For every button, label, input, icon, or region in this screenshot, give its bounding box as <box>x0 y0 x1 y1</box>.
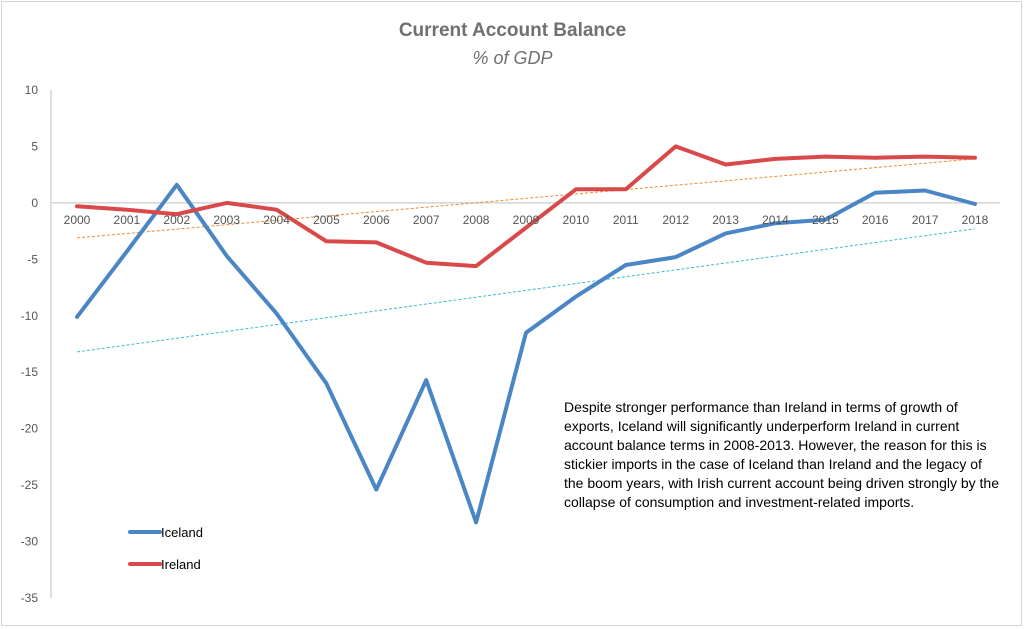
x-tick-label: 2015 <box>812 213 839 227</box>
axes: 10 5 0 -5 -10 -15 -20 -25 -30 -35 <box>21 83 1000 605</box>
x-tick-label: 2008 <box>463 213 490 227</box>
x-tick-label: 2002 <box>163 213 190 227</box>
x-tick-label: 2000 <box>64 213 91 227</box>
series-line-ireland <box>75 144 977 269</box>
annotation-text: Despite stronger performance than Irelan… <box>564 399 999 510</box>
series-line-iceland <box>75 182 977 525</box>
y-tick-label: -30 <box>21 535 39 549</box>
y-tick-label: -25 <box>21 478 39 492</box>
chart-subtitle: % of GDP <box>472 48 553 68</box>
y-tick-label: 5 <box>31 139 38 153</box>
y-tick-label: -15 <box>21 365 39 379</box>
y-tick-label: 0 <box>31 196 38 210</box>
y-tick-label: 10 <box>25 83 39 97</box>
x-tick-label: 2018 <box>962 213 989 227</box>
x-tick-label: 2017 <box>912 213 939 227</box>
trendlines <box>76 158 976 353</box>
x-tick-label: 2003 <box>213 213 240 227</box>
x-tick-label: 2006 <box>363 213 390 227</box>
legend-label-ireland: Ireland <box>161 557 201 572</box>
x-tick-label: 2013 <box>712 213 739 227</box>
y-tick-label: -10 <box>21 309 39 323</box>
x-tick-label: 2016 <box>862 213 889 227</box>
x-tick-label: 2004 <box>263 213 290 227</box>
legend-label-iceland: Iceland <box>161 525 203 540</box>
y-tick-label: -35 <box>21 591 39 605</box>
x-tick-label: 2014 <box>762 213 789 227</box>
x-tick-label: 2012 <box>662 213 689 227</box>
chart-title: Current Account Balance <box>398 20 627 41</box>
trendline-ireland <box>76 158 976 239</box>
x-tick-label: 2005 <box>313 213 340 227</box>
y-tick-label: -5 <box>27 252 38 266</box>
x-tick-label: 2009 <box>513 213 540 227</box>
x-tick-label: 2010 <box>563 213 590 227</box>
trendline-iceland <box>76 228 976 353</box>
x-tick-label: 2007 <box>413 213 440 227</box>
series-lines <box>75 144 977 525</box>
x-tick-labels: 2000 2001 2002 2003 2004 2005 2006 2007 2008 2009… <box>64 213 989 227</box>
y-tick-label: -20 <box>21 422 39 436</box>
legend: Iceland Ireland <box>128 525 203 572</box>
x-tick-label: 2011 <box>613 213 639 227</box>
x-tick-label: 2001 <box>114 213 141 227</box>
